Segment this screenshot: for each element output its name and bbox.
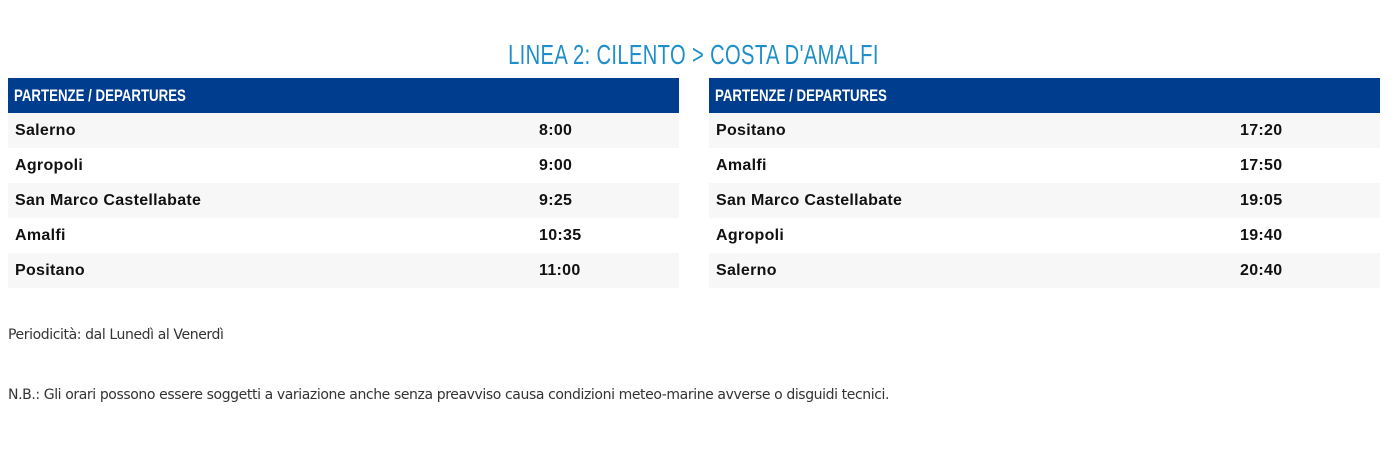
table-row: Positano 17:20 — [709, 113, 1380, 148]
table-header-label: PARTENZE / DEPARTURES — [715, 86, 887, 105]
table-row: Agropoli 19:40 — [709, 218, 1380, 253]
stop-name: San Marco Castellabate — [15, 192, 202, 209]
table-body: Salerno 8:00 Agropoli 9:00 San Marco Caste… — [8, 113, 679, 288]
departure-time: 10:35 — [539, 227, 582, 244]
departure-time: 9:25 — [539, 192, 573, 209]
departure-time: 8:00 — [539, 122, 573, 139]
page-title: LINEA 2: CILENTO > COSTA D'AMALFI — [0, 38, 1387, 72]
table-row: San Marco Castellabate 19:05 — [709, 183, 1380, 218]
table-row: Salerno 8:00 — [8, 113, 679, 148]
departure-time: 17:20 — [1240, 122, 1283, 139]
departure-time: 20:40 — [1240, 262, 1283, 279]
stop-name: Positano — [716, 122, 786, 139]
table-row: Salerno 20:40 — [709, 253, 1380, 288]
departures-table-return: PARTENZE / DEPARTURES Positano 17:20 Amal… — [709, 78, 1380, 288]
departure-time: 17:50 — [1240, 157, 1283, 174]
periodicity-text: Periodicità: dal Lunedì al Venerdì — [8, 327, 224, 343]
table-row: Amalfi 17:50 — [709, 148, 1380, 183]
stop-name: San Marco Castellabate — [716, 192, 903, 209]
page-title-text: LINEA 2: CILENTO > COSTA D'AMALFI — [508, 39, 879, 70]
stop-name: Agropoli — [716, 227, 785, 244]
stop-name: Salerno — [15, 122, 76, 139]
departure-time: 19:05 — [1240, 192, 1283, 209]
table-body: Positano 17:20 Amalfi 17:50 San Marco Cast… — [709, 113, 1380, 288]
table-header-label: PARTENZE / DEPARTURES — [14, 86, 186, 105]
stop-name: Amalfi — [716, 157, 767, 174]
stop-name: Positano — [15, 262, 85, 279]
departure-time: 19:40 — [1240, 227, 1283, 244]
table-row: Agropoli 9:00 — [8, 148, 679, 183]
stop-name: Amalfi — [15, 227, 66, 244]
stop-name: Agropoli — [15, 157, 84, 174]
table-row: San Marco Castellabate 9:25 — [8, 183, 679, 218]
table-row: Positano 11:00 — [8, 253, 679, 288]
disclaimer-note: N.B.: Gli orari possono essere soggetti … — [8, 387, 890, 403]
table-header: PARTENZE / DEPARTURES — [709, 78, 1380, 113]
stop-name: Salerno — [716, 262, 777, 279]
table-header: PARTENZE / DEPARTURES — [8, 78, 679, 113]
table-row: Amalfi 10:35 — [8, 218, 679, 253]
departure-time: 9:00 — [539, 157, 573, 174]
departures-table-outbound: PARTENZE / DEPARTURES Salerno 8:00 Agropo… — [8, 78, 679, 288]
departure-time: 11:00 — [539, 262, 581, 279]
